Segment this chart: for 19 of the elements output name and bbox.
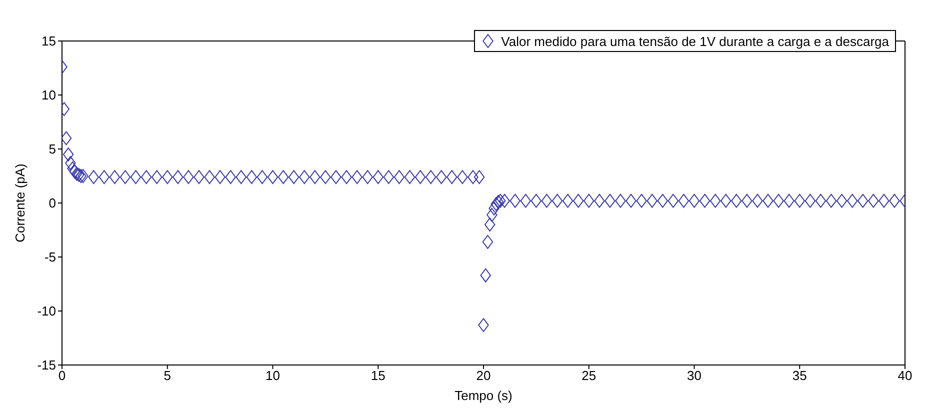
y-axis-title: Corrente (pA)	[12, 164, 28, 242]
y-tick-label: 10	[42, 88, 56, 103]
y-tick-label: 5	[48, 142, 56, 157]
x-tick-label: 30	[687, 368, 702, 384]
x-tick-label: 40	[898, 368, 912, 384]
y-tick-label: 0	[48, 196, 56, 211]
x-tick-label: 25	[582, 368, 596, 384]
x-tick-label: 10	[266, 368, 280, 384]
legend-label: Valor medido para uma tensão de 1V durante a carga e a descarga	[501, 34, 889, 48]
x-tick-label: 0	[58, 368, 66, 384]
y-tick-label: -15	[37, 358, 56, 373]
x-tick-label: 35	[792, 368, 807, 384]
x-tick-label: 20	[476, 368, 491, 384]
y-tick-label: 15	[42, 34, 56, 49]
x-tick-label: 5	[164, 368, 171, 384]
x-tick-label: 15	[370, 368, 386, 384]
y-tick-label: -10	[37, 304, 56, 319]
y-tick-label: -5	[44, 250, 56, 265]
x-axis-title: Tempo (s)	[454, 388, 512, 404]
